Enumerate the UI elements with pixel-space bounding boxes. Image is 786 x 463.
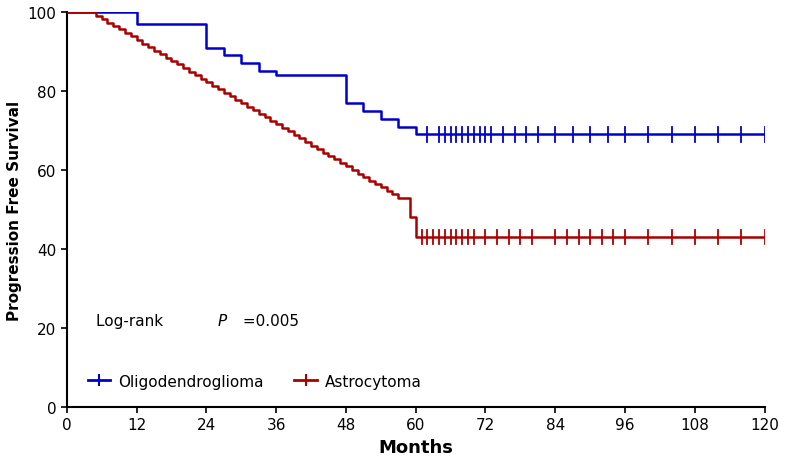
Y-axis label: Progression Free Survival: Progression Free Survival	[7, 100, 22, 320]
Legend: Oligodendroglioma, Astrocytoma: Oligodendroglioma, Astrocytoma	[82, 369, 428, 396]
Text: Log-rank: Log-rank	[96, 313, 168, 328]
X-axis label: Months: Months	[378, 438, 454, 456]
Text: =0.005: =0.005	[238, 313, 299, 328]
Text: P: P	[218, 313, 227, 328]
